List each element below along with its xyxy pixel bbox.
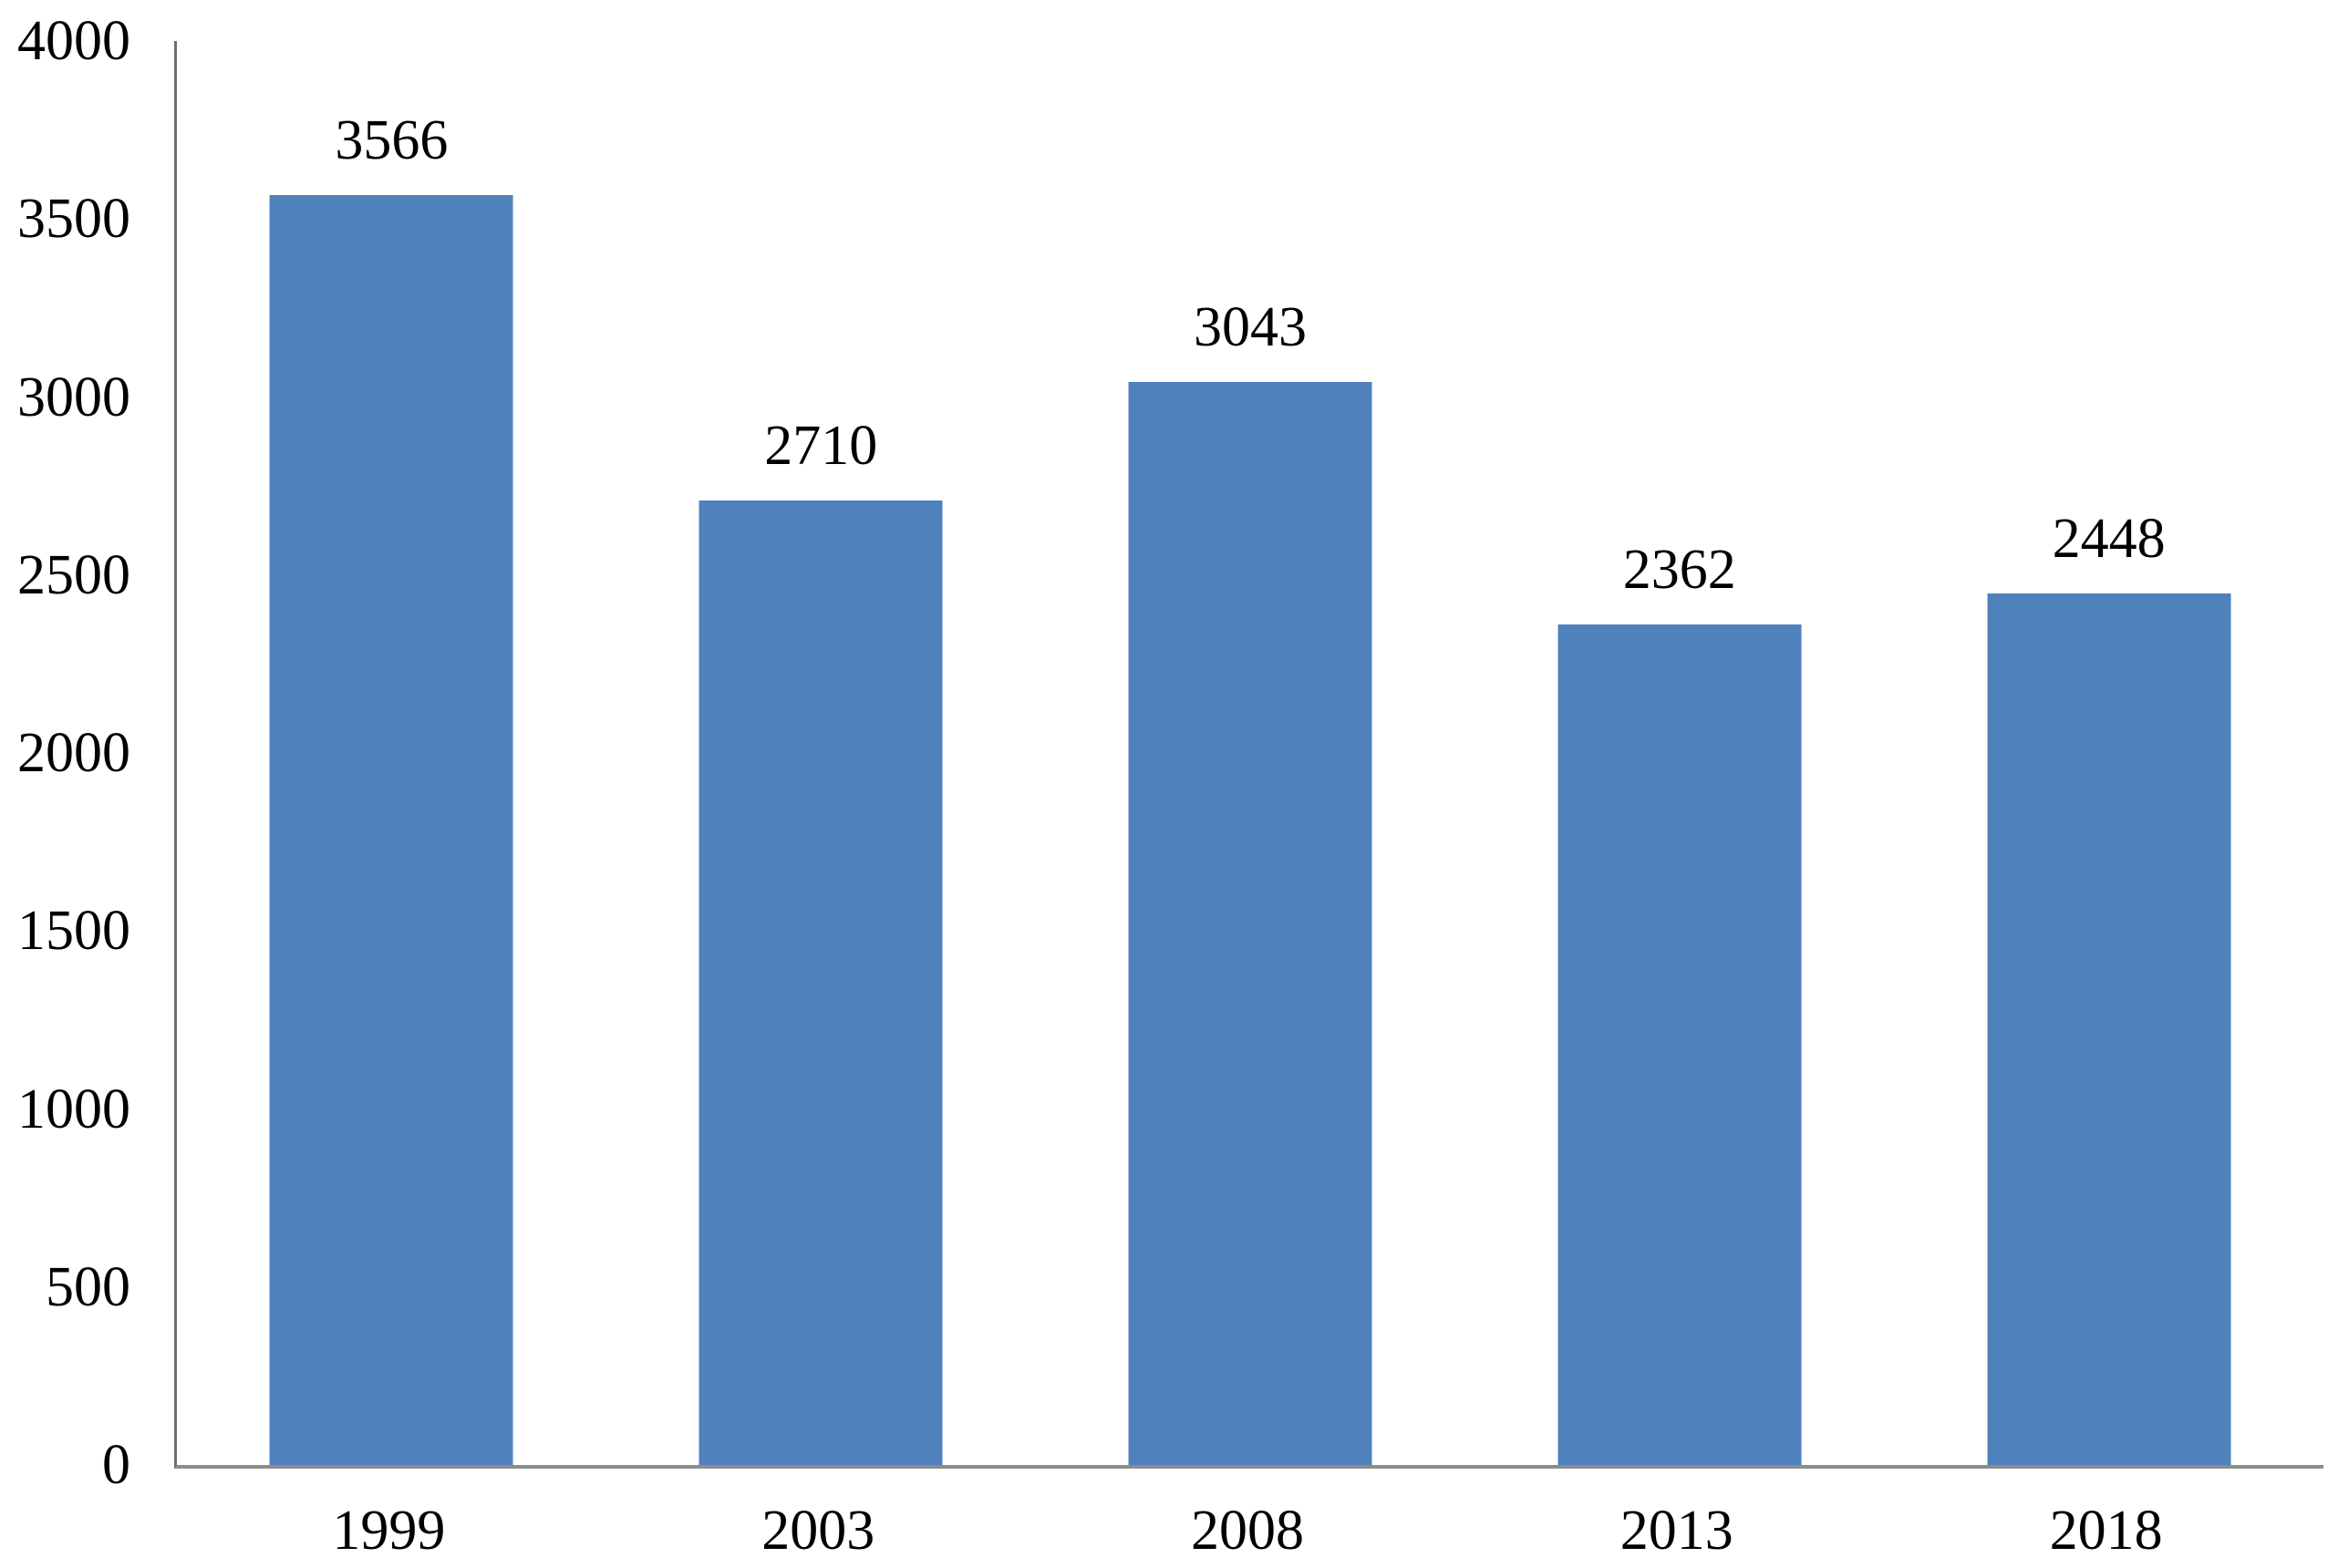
x-tick-label: 2013 — [1619, 1500, 1733, 1562]
y-axis: 0 500 1000 1500 2000 2500 3000 3500 4000 — [0, 0, 130, 1568]
bar-value-label: 2362 — [1622, 538, 1736, 601]
y-tick-label: 4000 — [17, 10, 130, 72]
x-tick-label: 1999 — [332, 1500, 446, 1562]
x-axis: 1999 2003 2008 2013 2018 — [174, 1471, 2321, 1559]
y-tick-label: 3500 — [17, 188, 130, 251]
bar-value-label: 2448 — [2052, 507, 2166, 570]
y-tick-label: 500 — [46, 1255, 130, 1318]
bar-slot: 3566 — [177, 41, 606, 1465]
bar-value-label: 3043 — [1193, 295, 1307, 358]
bar-1999 — [269, 195, 513, 1465]
bar-value-label: 2710 — [764, 414, 878, 477]
bar-value-label: 3566 — [335, 108, 449, 171]
y-tick-label: 1000 — [17, 1078, 130, 1140]
bar-slot: 2362 — [1464, 41, 1894, 1465]
y-tick-label: 0 — [102, 1434, 130, 1496]
bar-slot: 2710 — [606, 41, 1036, 1465]
x-tick-label: 2003 — [761, 1500, 875, 1562]
x-tick-label: 2008 — [1190, 1500, 1304, 1562]
bars-row: 3566 2710 3043 2362 2448 — [177, 41, 2323, 1465]
x-tick-label: 2018 — [2049, 1500, 2163, 1562]
y-tick-label: 2500 — [17, 543, 130, 606]
y-tick-label: 2000 — [17, 722, 130, 784]
y-tick-label: 1500 — [17, 900, 130, 963]
bar-2013 — [1557, 624, 1802, 1465]
bar-slot: 3043 — [1036, 41, 1465, 1465]
y-tick-label: 3000 — [17, 366, 130, 428]
plot-area: 3566 2710 3043 2362 2448 — [174, 41, 2323, 1469]
bar-2008 — [1128, 382, 1372, 1465]
bar-2018 — [1987, 593, 2231, 1465]
bar-slot: 2448 — [1894, 41, 2323, 1465]
bar-2003 — [698, 500, 943, 1465]
